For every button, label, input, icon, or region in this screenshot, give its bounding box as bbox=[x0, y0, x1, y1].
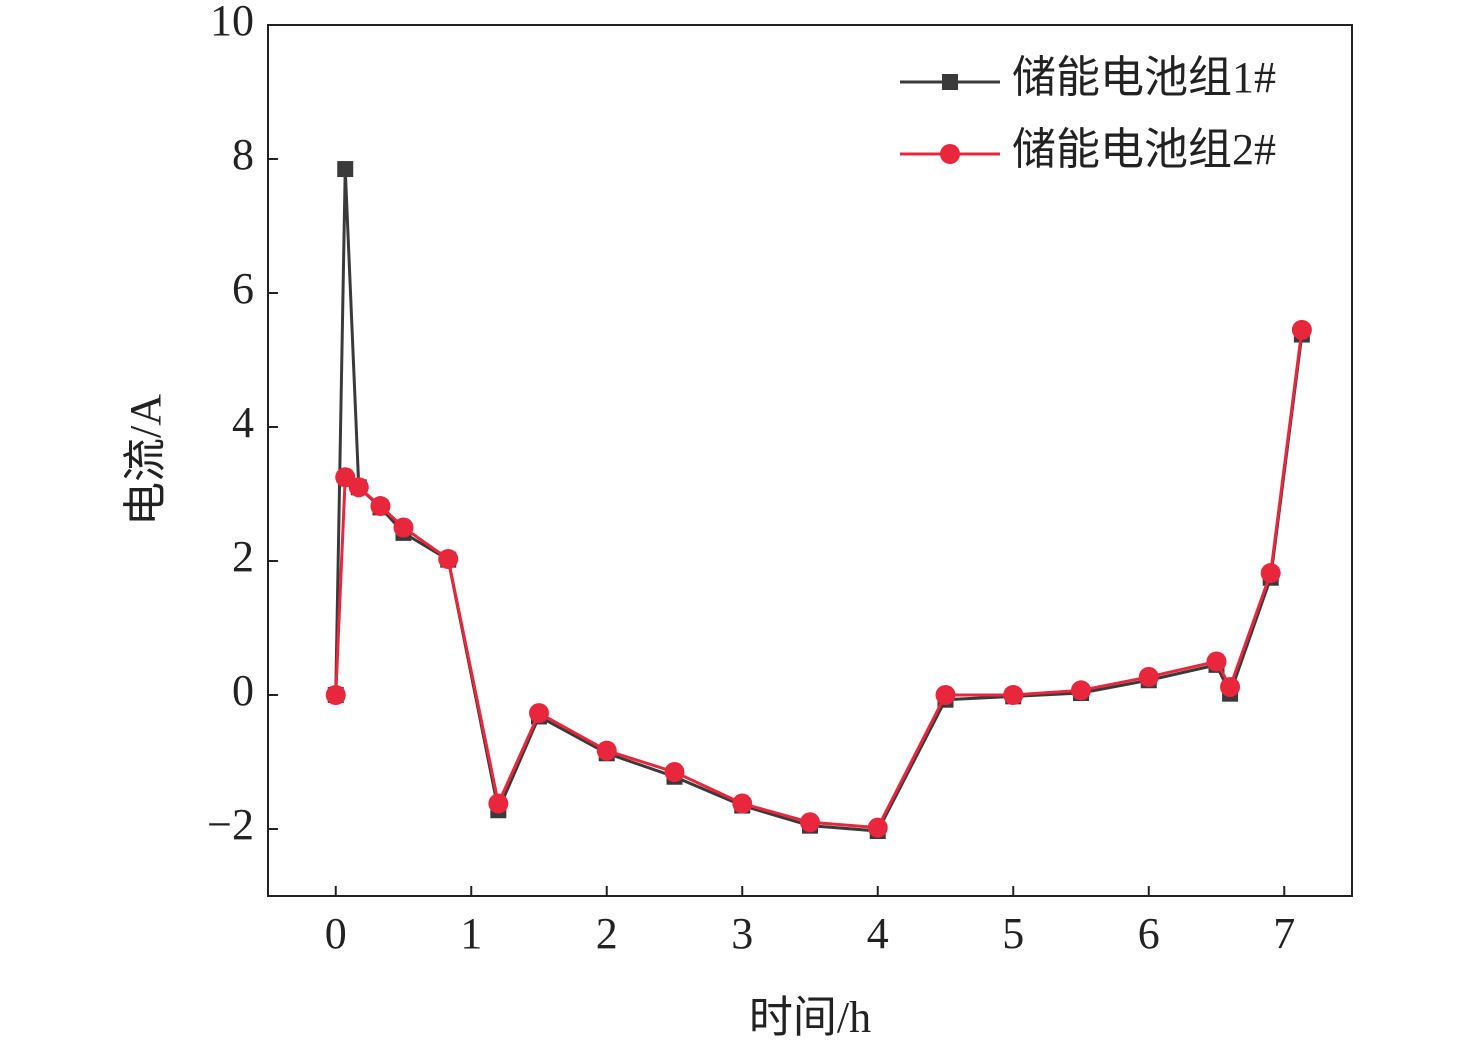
data-point bbox=[348, 477, 369, 498]
plot-frame bbox=[267, 24, 1353, 897]
x-tick-label: 7 bbox=[1273, 909, 1295, 958]
data-point bbox=[935, 685, 956, 705]
y-tick-label: 2 bbox=[232, 532, 254, 581]
data-point bbox=[1220, 676, 1241, 697]
data-point bbox=[664, 762, 685, 783]
data-point bbox=[325, 685, 346, 705]
data-point bbox=[732, 793, 753, 814]
data-point bbox=[488, 793, 509, 814]
y-tick-label: 10 bbox=[210, 0, 254, 45]
legend-marker bbox=[940, 144, 960, 164]
x-tick-label: 3 bbox=[731, 909, 753, 958]
y-tick-label: −2 bbox=[207, 800, 254, 849]
data-point bbox=[1291, 319, 1312, 340]
x-axis-label: 时间/h bbox=[749, 993, 871, 1042]
data-point bbox=[867, 817, 888, 838]
data-point bbox=[1206, 651, 1227, 672]
data-point bbox=[596, 740, 617, 761]
data-point bbox=[800, 812, 820, 833]
x-tick-label: 4 bbox=[867, 909, 889, 958]
data-point bbox=[1003, 685, 1024, 705]
x-tick-label: 6 bbox=[1138, 909, 1160, 958]
legend-label: 储能电池组2# bbox=[1012, 125, 1276, 174]
data-point bbox=[393, 517, 414, 538]
series-line bbox=[334, 329, 1304, 830]
y-axis-label: 电流/A bbox=[121, 394, 170, 526]
data-point bbox=[337, 161, 354, 178]
data-point bbox=[1071, 680, 1091, 701]
data-point bbox=[529, 703, 549, 724]
series-line bbox=[334, 168, 1304, 833]
x-tick-label: 5 bbox=[1002, 909, 1024, 958]
x-tick-label: 1 bbox=[460, 909, 482, 958]
legend-marker bbox=[942, 74, 958, 90]
y-tick-label: 6 bbox=[232, 264, 254, 313]
y-tick-label: 0 bbox=[232, 666, 254, 715]
y-tick-label: 8 bbox=[232, 130, 254, 179]
x-tick-label: 2 bbox=[596, 909, 618, 958]
y-tick-label: 4 bbox=[232, 398, 254, 447]
data-point bbox=[438, 548, 459, 569]
data-point bbox=[1138, 666, 1159, 687]
legend-label: 储能电池组1# bbox=[1012, 53, 1276, 102]
data-point bbox=[1260, 563, 1281, 584]
x-tick-label: 0 bbox=[325, 909, 347, 958]
data-point bbox=[370, 496, 391, 517]
